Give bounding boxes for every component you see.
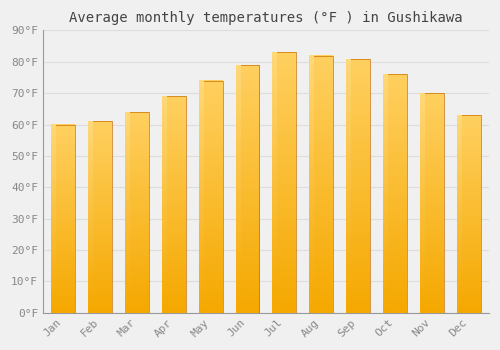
Bar bbox=[125, 112, 149, 313]
Bar bbox=[88, 121, 112, 313]
Bar bbox=[236, 65, 260, 313]
Bar bbox=[383, 74, 407, 313]
Bar bbox=[198, 80, 222, 313]
Title: Average monthly temperatures (°F ) in Gushikawa: Average monthly temperatures (°F ) in Gu… bbox=[69, 11, 462, 25]
Bar bbox=[346, 59, 370, 313]
Bar bbox=[162, 96, 186, 313]
Bar bbox=[420, 93, 444, 313]
Bar bbox=[52, 125, 75, 313]
Bar bbox=[456, 115, 480, 313]
Bar bbox=[309, 56, 333, 313]
Bar bbox=[272, 52, 296, 313]
